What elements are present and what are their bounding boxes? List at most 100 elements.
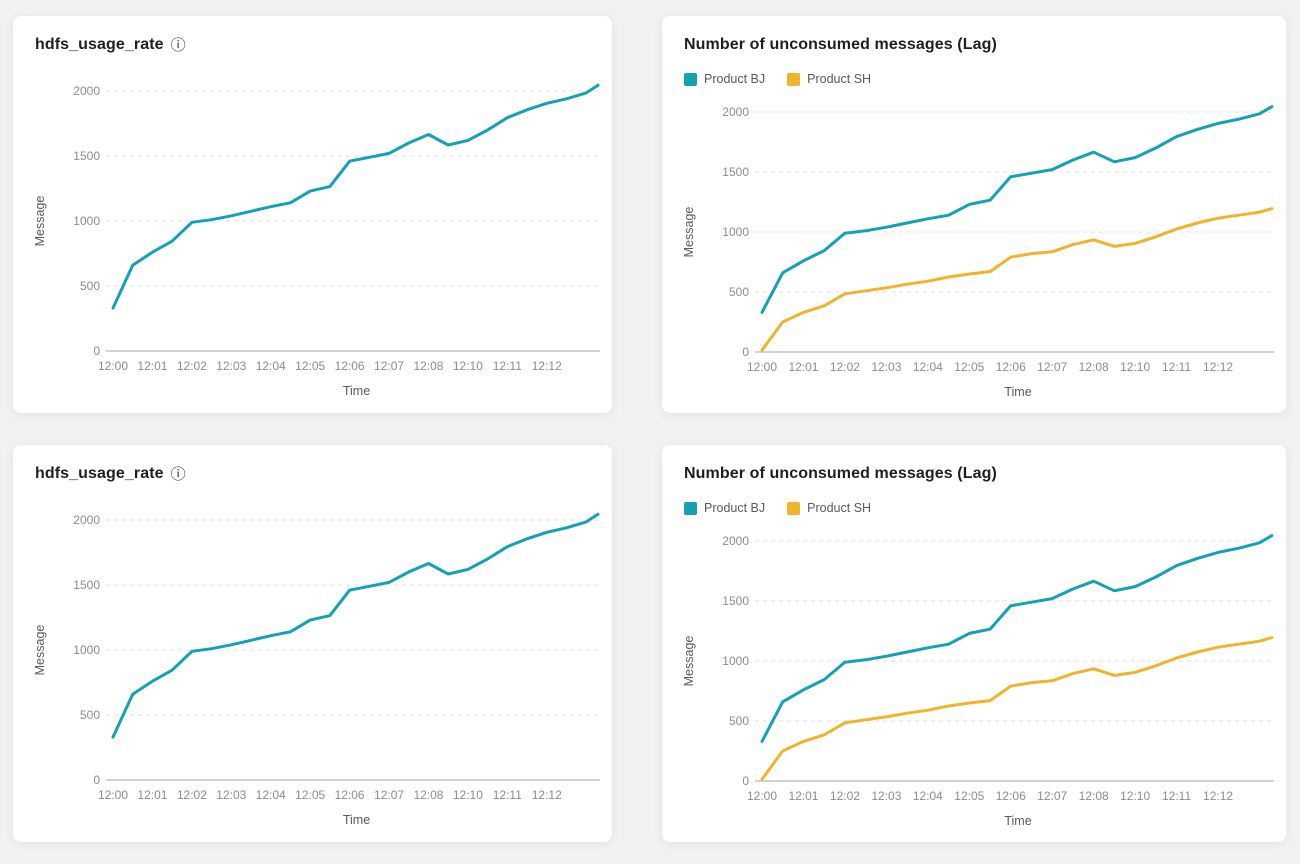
x-tick-label: 12:02 xyxy=(177,359,207,373)
y-tick-label: 0 xyxy=(742,774,749,788)
x-tick-label: 12:10 xyxy=(453,359,483,373)
x-tick-label: 12:07 xyxy=(374,788,404,802)
y-axis-title: Message xyxy=(33,625,47,676)
y-tick-label: 500 xyxy=(729,714,749,728)
y-tick-label: 500 xyxy=(729,285,749,299)
y-tick-label: 1500 xyxy=(73,149,100,163)
x-tick-label: 12:00 xyxy=(98,788,128,802)
x-tick-label: 12:02 xyxy=(830,789,860,803)
legend-swatch xyxy=(787,72,801,86)
x-tick-label: 12:01 xyxy=(788,789,818,803)
line-chart-lag-bottom: 0 500 1000 1500 2000 12:00 12:01 12:02 12:03 12:0… xyxy=(682,534,1274,828)
chart-title: Number of unconsumed messages (Lag) xyxy=(684,35,997,53)
series-line-hdfs_usage_rate xyxy=(111,512,600,739)
y-axis-title: Message xyxy=(33,196,47,247)
x-tick-label: 12:08 xyxy=(1079,789,1109,803)
y-tick-label: 1000 xyxy=(722,225,749,239)
x-axis-title: Time xyxy=(343,813,370,827)
y-tick-label: 1000 xyxy=(73,643,100,657)
series-line-product-sh xyxy=(760,207,1274,352)
y-axis-title: Message xyxy=(682,636,696,687)
x-tick-label: 12:01 xyxy=(137,788,167,802)
x-tick-label: 12:03 xyxy=(216,359,246,373)
y-tick-label: 1500 xyxy=(73,578,100,592)
info-icon[interactable]: ⓘ xyxy=(170,465,186,483)
y-tick-label: 500 xyxy=(80,708,100,722)
series-line-product-bj xyxy=(760,534,1274,743)
x-tick-label: 12:07 xyxy=(1037,789,1067,803)
x-tick-label: 12:04 xyxy=(913,789,943,803)
series-line-product-bj xyxy=(760,105,1274,314)
x-tick-label: 12:10 xyxy=(1120,360,1150,374)
x-tick-label: 12:11 xyxy=(493,359,522,373)
chart-title: Number of unconsumed messages (Lag) xyxy=(684,464,997,482)
y-tick-label: 2000 xyxy=(73,84,100,98)
legend-label: Product SH xyxy=(807,72,872,86)
x-tick-label: 12:04 xyxy=(256,788,286,802)
x-tick-label: 12:06 xyxy=(996,360,1026,374)
x-tick-label: 12:00 xyxy=(747,360,777,374)
series-line-product-sh xyxy=(760,636,1274,781)
x-tick-label: 12:12 xyxy=(1203,360,1233,374)
chart-title-row: hdfs_usage_rate ⓘ xyxy=(13,16,612,56)
x-tick-label: 12:05 xyxy=(295,359,325,373)
x-tick-label: 12:11 xyxy=(493,788,522,802)
x-tick-label: 12:03 xyxy=(871,360,901,374)
x-tick-label: 12:03 xyxy=(216,788,246,802)
x-tick-label: 12:00 xyxy=(747,789,777,803)
series-line-hdfs_usage_rate xyxy=(111,83,600,310)
legend-swatch xyxy=(684,501,697,515)
x-tick-label: 12:12 xyxy=(1203,789,1233,803)
chart-title: hdfs_usage_rate xyxy=(35,464,164,482)
y-tick-label: 2000 xyxy=(722,534,749,548)
x-tick-label: 12:08 xyxy=(1079,360,1109,374)
x-tick-label: 12:11 xyxy=(1162,789,1191,803)
x-tick-label: 12:06 xyxy=(996,789,1026,803)
card-hdfs-usage-rate-top: hdfs_usage_rate ⓘ 0 500 1000 1500 2000 12:00 1… xyxy=(13,16,612,413)
card-hdfs-usage-rate-bottom: hdfs_usage_rate ⓘ 0 500 1000 1500 2000 12:00 1… xyxy=(13,445,612,842)
y-tick-label: 1000 xyxy=(722,654,749,668)
x-tick-label: 12:04 xyxy=(256,359,286,373)
line-chart-hdfs-top: 0 500 1000 1500 2000 12:00 12:01 12:02 12:03 12:0… xyxy=(33,83,600,398)
chart-title-row: Number of unconsumed messages (Lag) xyxy=(662,16,1286,56)
legend-swatch xyxy=(787,501,801,515)
x-tick-label: 12:11 xyxy=(1162,360,1191,374)
legend-item-product-bj[interactable]: Product BJ xyxy=(684,501,765,515)
x-tick-label: 12:12 xyxy=(532,788,562,802)
card-lag-bottom: Number of unconsumed messages (Lag) Prod… xyxy=(662,445,1286,842)
chart-title: hdfs_usage_rate xyxy=(35,35,164,53)
x-axis-title: Time xyxy=(343,384,370,398)
y-tick-label: 1500 xyxy=(722,165,749,179)
y-tick-label: 0 xyxy=(742,345,749,359)
x-axis-title: Time xyxy=(1004,814,1031,828)
x-tick-label: 12:08 xyxy=(413,788,443,802)
legend-item-product-sh[interactable]: Product SH xyxy=(787,72,871,86)
x-tick-label: 12:06 xyxy=(335,788,365,802)
x-tick-label: 12:05 xyxy=(954,789,984,803)
x-tick-label: 12:04 xyxy=(913,360,943,374)
x-tick-label: 12:10 xyxy=(1120,789,1150,803)
x-axis-title: Time xyxy=(1004,385,1031,399)
y-tick-label: 0 xyxy=(93,344,100,358)
x-tick-label: 12:00 xyxy=(98,359,128,373)
x-tick-label: 12:01 xyxy=(137,359,167,373)
y-tick-label: 1500 xyxy=(722,594,749,608)
x-tick-label: 12:12 xyxy=(532,359,562,373)
legend-item-product-sh[interactable]: Product SH xyxy=(787,501,871,515)
y-tick-label: 0 xyxy=(93,773,100,787)
chart-title-row: Number of unconsumed messages (Lag) xyxy=(662,445,1286,485)
x-tick-label: 12:02 xyxy=(177,788,207,802)
x-tick-label: 12:02 xyxy=(830,360,860,374)
x-tick-label: 12:08 xyxy=(413,359,443,373)
x-tick-label: 12:10 xyxy=(453,788,483,802)
legend-swatch xyxy=(684,72,697,86)
legend-item-product-bj[interactable]: Product BJ xyxy=(684,72,765,86)
info-icon[interactable]: ⓘ xyxy=(170,36,186,54)
y-tick-label: 1000 xyxy=(73,214,100,228)
chart-title-row: hdfs_usage_rate ⓘ xyxy=(13,445,612,485)
y-axis-title: Message xyxy=(682,207,696,258)
legend-label: Product SH xyxy=(807,501,872,515)
legend-label: Product BJ xyxy=(704,501,766,515)
card-lag-top: Number of unconsumed messages (Lag) Prod… xyxy=(662,16,1286,413)
y-tick-label: 2000 xyxy=(73,513,100,527)
